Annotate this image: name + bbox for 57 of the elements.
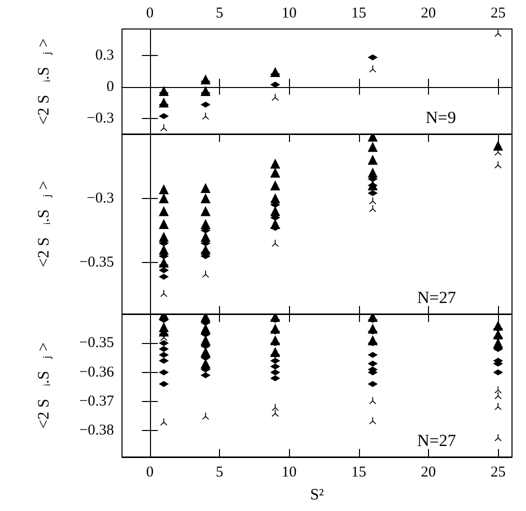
point <box>369 397 376 404</box>
point <box>202 270 210 278</box>
point <box>368 168 378 178</box>
point <box>369 205 376 212</box>
point <box>158 193 169 204</box>
y-axis-title: <2 S⃗ᵢ.S⃗ⱼ > <box>36 180 52 268</box>
point <box>158 184 169 194</box>
x-tick-label: 15 <box>351 464 366 480</box>
y-tick-label: −0.36 <box>79 364 114 380</box>
x-tick-label: 25 <box>490 464 506 480</box>
y-tick-label: −0.35 <box>79 335 114 352</box>
y-tick-label: 0 <box>106 78 114 95</box>
y-tick-label: −0.35 <box>79 254 114 271</box>
point <box>494 30 502 37</box>
y-axis-title: <2 S⃗ᵢ.S⃗ⱼ > <box>36 342 52 429</box>
point <box>368 142 378 152</box>
point <box>494 403 502 410</box>
point <box>200 183 211 193</box>
x-tick-label: 0 <box>146 464 154 480</box>
y-tick-label: 0.3 <box>95 47 114 64</box>
annotation: N=27 <box>417 288 456 307</box>
point <box>270 168 280 178</box>
x2-tick-label: 10 <box>282 6 297 22</box>
annotation: N=27 <box>417 431 456 450</box>
y-tick-label: −0.3 <box>86 110 114 126</box>
y-tick-label: −0.3 <box>86 190 114 206</box>
x2-tick-label: 20 <box>420 6 436 22</box>
point <box>270 180 280 190</box>
point <box>200 206 211 216</box>
point <box>200 219 211 229</box>
point <box>493 140 504 151</box>
x-tick-label: 5 <box>216 464 224 480</box>
x2-tick-label: 15 <box>351 6 366 22</box>
x-tick-label: 10 <box>282 464 297 480</box>
point <box>270 158 280 169</box>
x2-tick-label: 25 <box>490 6 506 22</box>
point <box>158 206 169 216</box>
x-tick-label: 20 <box>420 464 436 480</box>
point <box>158 219 169 229</box>
point <box>270 206 280 216</box>
point <box>202 112 210 120</box>
point <box>494 386 502 394</box>
x-axis-title: S² <box>310 486 324 504</box>
point <box>494 161 502 168</box>
x2-tick-label: 0 <box>146 6 154 22</box>
point <box>202 412 210 420</box>
point <box>368 154 378 165</box>
point <box>200 193 211 204</box>
point <box>494 434 502 442</box>
point <box>160 124 168 132</box>
y-tick-label: −0.38 <box>79 422 114 439</box>
point <box>494 392 502 400</box>
annotation: N=9 <box>426 108 456 127</box>
x2-tick-label: 5 <box>216 6 224 22</box>
point <box>158 232 169 242</box>
y-axis-title: <2 S⃗ᵢ.S⃗ⱼ > <box>36 38 52 125</box>
y-tick-label: −0.37 <box>79 394 114 410</box>
